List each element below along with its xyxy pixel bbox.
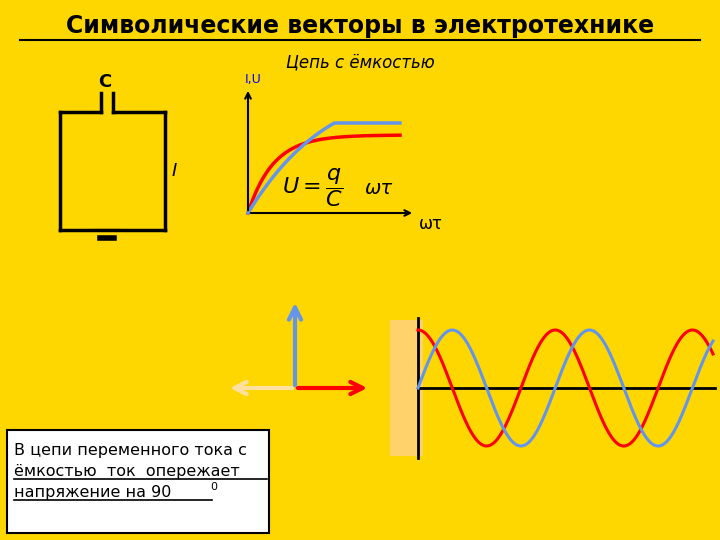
- Text: ωτ: ωτ: [365, 179, 393, 198]
- Text: I,U: I,U: [245, 73, 262, 86]
- Text: ёмкостью  ток  опережает: ёмкостью ток опережает: [14, 463, 240, 478]
- Bar: [390, 320, 423, 456]
- Text: 0: 0: [210, 482, 217, 492]
- Bar: [7, 430, 269, 533]
- Text: С: С: [99, 73, 112, 91]
- Text: Цепь с ёмкостью: Цепь с ёмкостью: [286, 53, 434, 71]
- Text: I: I: [172, 162, 177, 180]
- Text: В цепи переменного тока с: В цепи переменного тока с: [14, 442, 247, 457]
- Text: $U = \dfrac{q}{C}$: $U = \dfrac{q}{C}$: [282, 166, 343, 210]
- Text: Символические векторы в электротехнике: Символические векторы в электротехнике: [66, 14, 654, 38]
- Text: ωτ: ωτ: [419, 215, 443, 233]
- Text: напряжение на 90: напряжение на 90: [14, 484, 171, 500]
